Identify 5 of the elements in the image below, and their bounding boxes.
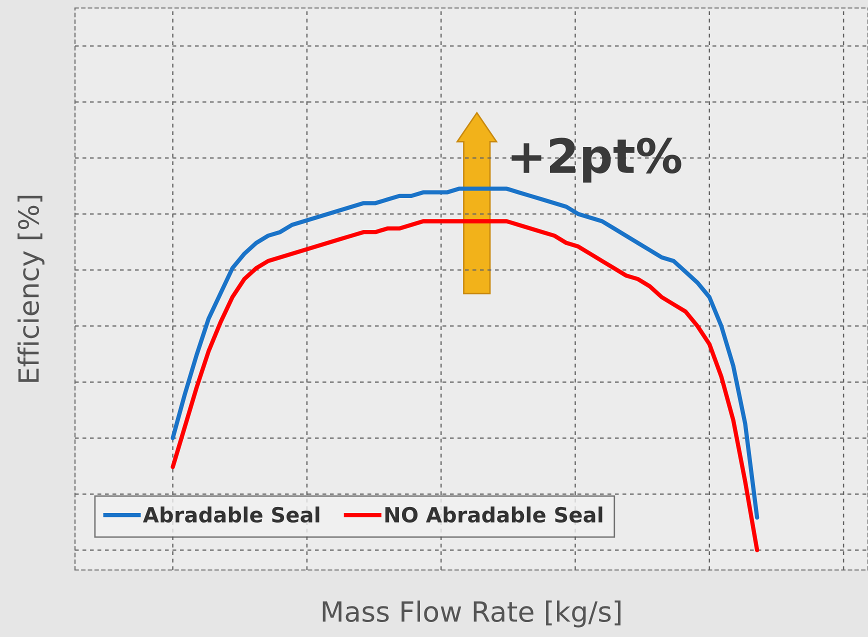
- legend-label: Abradable Seal: [142, 506, 320, 523]
- legend-label: NO Abradable Seal: [385, 506, 602, 523]
- text: +2pt%: [512, 138, 682, 183]
- x-axis-title: Mass Flow Rate [kg/s]: [322, 600, 620, 628]
- y-axis-title: Efficiency [%]: [18, 196, 44, 382]
